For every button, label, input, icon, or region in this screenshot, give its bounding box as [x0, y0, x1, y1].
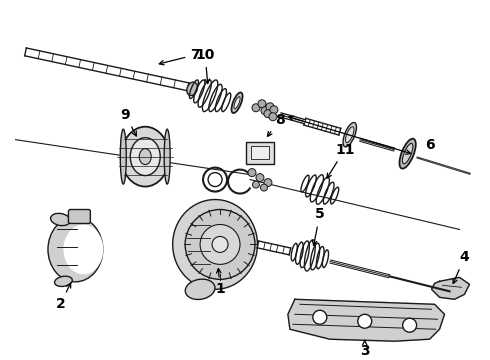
- Circle shape: [252, 104, 260, 112]
- Text: 5: 5: [312, 207, 325, 245]
- Circle shape: [264, 110, 272, 118]
- Text: 3: 3: [360, 341, 369, 358]
- Ellipse shape: [48, 217, 103, 282]
- Circle shape: [261, 107, 269, 115]
- Text: 11: 11: [327, 143, 355, 178]
- Circle shape: [313, 310, 327, 324]
- Ellipse shape: [399, 139, 416, 168]
- Circle shape: [248, 168, 256, 177]
- Ellipse shape: [122, 127, 169, 186]
- Circle shape: [358, 314, 372, 328]
- Ellipse shape: [231, 93, 243, 113]
- Ellipse shape: [234, 97, 240, 109]
- Circle shape: [266, 103, 274, 111]
- Circle shape: [269, 113, 277, 121]
- Text: 8: 8: [268, 113, 285, 136]
- Ellipse shape: [187, 82, 197, 95]
- Ellipse shape: [164, 129, 170, 184]
- Ellipse shape: [120, 129, 126, 184]
- Ellipse shape: [130, 138, 160, 176]
- Text: 4: 4: [453, 251, 469, 283]
- Text: 6: 6: [425, 138, 434, 152]
- Circle shape: [264, 179, 272, 186]
- Polygon shape: [288, 299, 444, 341]
- Ellipse shape: [185, 279, 215, 300]
- Ellipse shape: [54, 276, 73, 287]
- Ellipse shape: [343, 122, 356, 147]
- Polygon shape: [251, 146, 269, 159]
- Ellipse shape: [63, 225, 103, 274]
- Polygon shape: [246, 142, 274, 163]
- Circle shape: [252, 181, 260, 188]
- Ellipse shape: [172, 199, 257, 289]
- Circle shape: [258, 100, 266, 108]
- Ellipse shape: [345, 127, 354, 143]
- Ellipse shape: [50, 213, 70, 226]
- Text: 9: 9: [121, 108, 136, 136]
- Ellipse shape: [402, 143, 413, 164]
- Circle shape: [270, 106, 278, 114]
- Polygon shape: [432, 277, 469, 299]
- Circle shape: [212, 237, 228, 252]
- Circle shape: [256, 174, 264, 181]
- Circle shape: [261, 184, 268, 191]
- Text: 2: 2: [55, 283, 71, 311]
- Ellipse shape: [139, 149, 151, 165]
- Circle shape: [185, 210, 255, 279]
- Text: 1: 1: [215, 269, 225, 296]
- FancyBboxPatch shape: [69, 210, 90, 224]
- Text: 7: 7: [159, 48, 200, 65]
- Circle shape: [403, 318, 416, 332]
- Circle shape: [200, 225, 240, 264]
- Text: 10: 10: [196, 48, 215, 84]
